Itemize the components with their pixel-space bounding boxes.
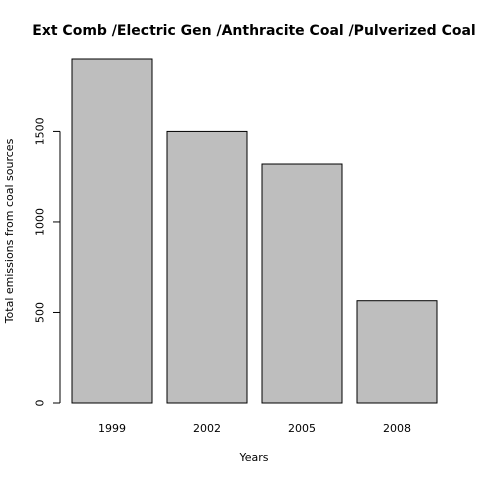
bars bbox=[71, 58, 438, 404]
x-tick-label-2005: 2005 bbox=[288, 422, 316, 435]
bar-2005 bbox=[261, 163, 343, 404]
x-tick-label-1999: 1999 bbox=[98, 422, 126, 435]
bar-1999 bbox=[71, 58, 153, 404]
x-tick-labels: 1999 2002 2005 2008 bbox=[98, 422, 411, 435]
y-axis-label: Total emissions from coal sources bbox=[3, 138, 16, 324]
x-tick-label-2002: 2002 bbox=[193, 422, 221, 435]
y-axis: 0 500 1000 1500 bbox=[34, 117, 61, 407]
x-tick-label-2008: 2008 bbox=[383, 422, 411, 435]
bar-2002 bbox=[166, 130, 248, 404]
y-tick-label-0: 0 bbox=[34, 400, 47, 407]
y-tick-label-1500: 1500 bbox=[34, 117, 47, 145]
y-tick-label-500: 500 bbox=[34, 302, 47, 323]
y-tick-label-1000: 1000 bbox=[34, 208, 47, 236]
bar-2008 bbox=[356, 300, 438, 404]
chart-title: Ext Comb /Electric Gen /Anthracite Coal … bbox=[32, 23, 475, 39]
x-axis-label: Years bbox=[238, 451, 268, 464]
